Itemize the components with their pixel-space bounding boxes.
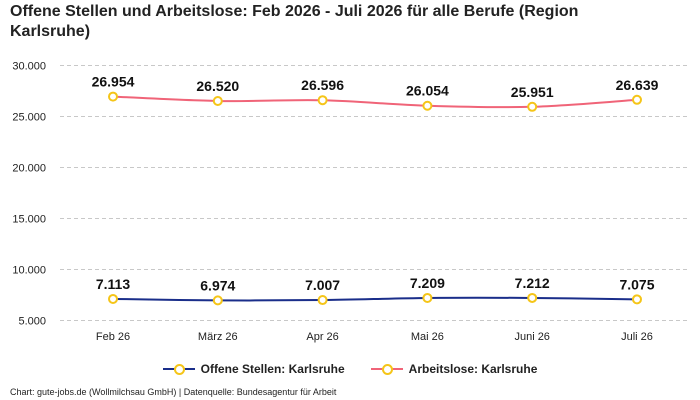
data-point — [317, 95, 328, 106]
data-point — [108, 293, 118, 304]
y-tick-label: 25.000 — [12, 112, 46, 124]
chart-title: Offene Stellen und Arbeitslose: Feb 2026… — [10, 3, 579, 40]
x-tick-label: Mai 26 — [411, 331, 444, 343]
data-point — [632, 294, 642, 305]
x-tick-label: März 26 — [198, 331, 238, 343]
y-tick-label: 10.000 — [12, 265, 46, 277]
data-point — [632, 94, 642, 105]
data-point — [317, 295, 328, 306]
legend-label: Arbeitslose: Karlsruhe — [408, 362, 538, 376]
data-label: 7.075 — [619, 276, 654, 292]
legend-swatch-icon — [162, 363, 195, 375]
x-tick-label: Juli 26 — [621, 331, 653, 343]
data-point — [422, 292, 433, 303]
data-label: 7.209 — [410, 275, 445, 291]
chart-credit: Chart: gute-jobs.de (Wollmilchsau GmbH) … — [10, 387, 337, 397]
data-label: 7.212 — [515, 275, 550, 291]
data-label: 25.951 — [511, 84, 554, 100]
data-label: 26.954 — [92, 74, 135, 90]
y-tick-label: 30.000 — [12, 61, 46, 73]
data-label: 7.007 — [305, 277, 340, 293]
legend-item-arbeitslose[interactable]: Arbeitslose: Karlsruhe — [370, 362, 538, 376]
data-point — [527, 292, 538, 303]
data-point — [212, 295, 223, 306]
series-line-offene-stellen — [112, 296, 638, 302]
y-tick-label: 15.000 — [12, 214, 46, 226]
data-label: 26.054 — [406, 83, 449, 99]
y-tick-label: 5.000 — [18, 316, 46, 328]
legend-item-offene-stellen[interactable]: Offene Stellen: Karlsruhe — [162, 362, 345, 376]
x-tick-label: Juni 26 — [514, 331, 549, 343]
legend-swatch-icon — [370, 363, 403, 375]
data-point — [212, 95, 223, 106]
data-point — [108, 91, 118, 102]
data-label: 26.596 — [301, 77, 344, 93]
data-point — [527, 101, 538, 112]
x-tick-label: Feb 26 — [96, 331, 130, 343]
x-tick-label: Apr 26 — [306, 331, 338, 343]
line-chart: 5.000 10.000 15.000 20.000 25.000 30.000 Feb 2… — [12, 61, 690, 343]
data-label: 6.974 — [200, 277, 235, 293]
data-label: 7.113 — [96, 276, 130, 292]
data-label: 26.520 — [196, 78, 239, 94]
series-line-arbeitslose — [112, 95, 638, 109]
chart-legend: Offene Stellen: Karlsruhe Arbeitslose: K… — [0, 362, 700, 376]
data-point — [422, 100, 433, 111]
y-tick-label: 20.000 — [12, 163, 46, 175]
data-label: 26.639 — [616, 77, 659, 93]
legend-label: Offene Stellen: Karlsruhe — [200, 362, 345, 376]
